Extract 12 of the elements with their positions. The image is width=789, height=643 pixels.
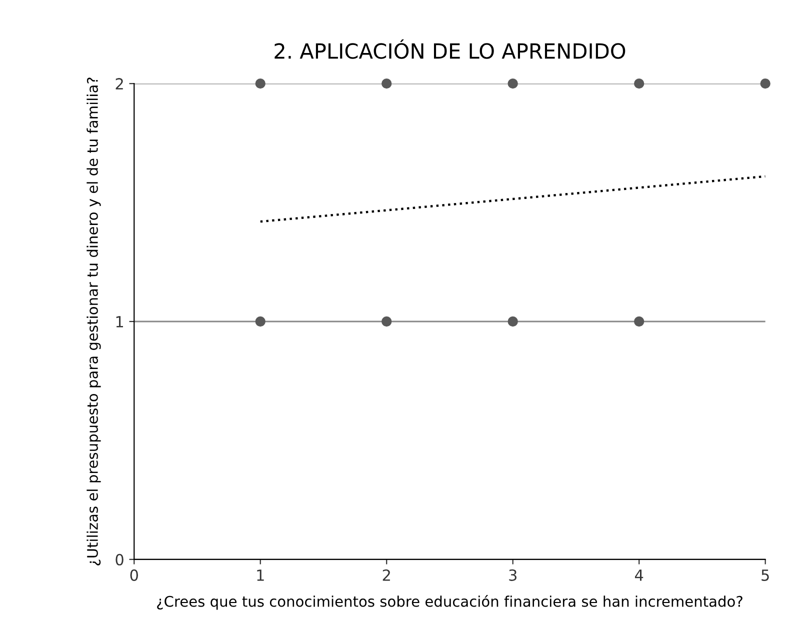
chart-title: 2. APLICACIÓN DE LO APRENDIDO <box>274 39 626 59</box>
x-tick-label: 0 <box>130 569 138 581</box>
x-axis-title: ¿Crees que tus conocimientos sobre educación financiera se han incrementado? <box>157 595 742 610</box>
x-tick-label: 1 <box>257 570 264 581</box>
x-tick-label: 2 <box>382 569 390 581</box>
x-tick-label: 3 <box>509 569 516 581</box>
y-tick-label: 1 <box>116 316 123 328</box>
x-tick-label: 5 <box>762 570 769 581</box>
y-tick-label: 0 <box>116 554 124 566</box>
y-tick-label: 2 <box>116 78 123 90</box>
y-axis-title: ¿Utilizas el presupuesto para gestionar tu dinero y el de tu familia? <box>86 78 101 566</box>
x-tick-label: 4 <box>634 570 644 581</box>
